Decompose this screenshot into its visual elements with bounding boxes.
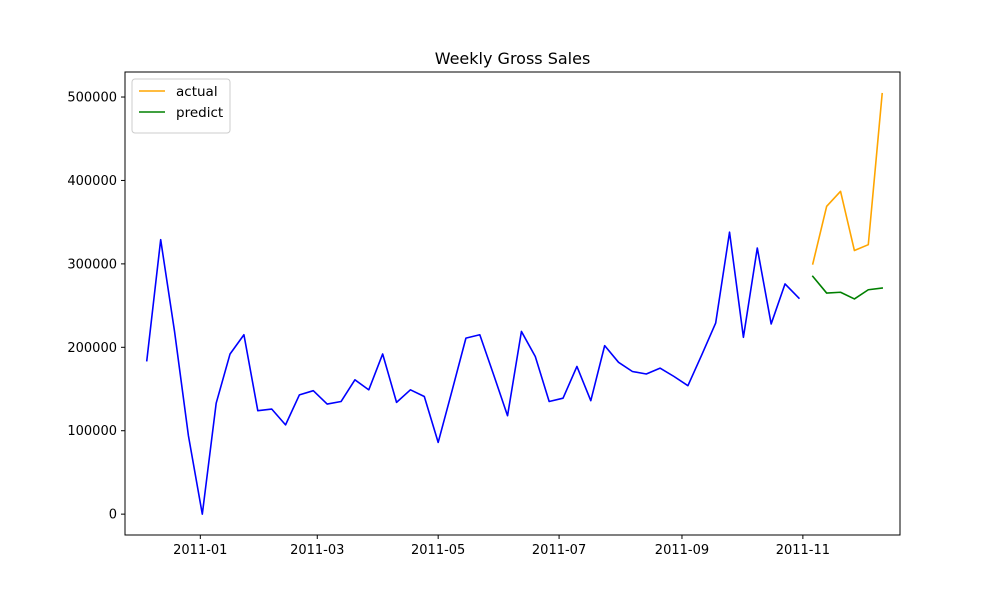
y-tick-label: 100000 bbox=[67, 424, 117, 439]
data-point bbox=[242, 333, 246, 337]
y-tick-label: 300000 bbox=[67, 257, 117, 272]
data-point bbox=[200, 512, 204, 516]
data-point bbox=[589, 398, 593, 402]
series-line-series-1 bbox=[145, 231, 801, 515]
legend-box bbox=[131, 78, 231, 134]
series-predict bbox=[811, 274, 884, 301]
legend-label: actual bbox=[176, 84, 218, 100]
data-point bbox=[713, 321, 717, 325]
data-point bbox=[838, 290, 842, 294]
data-point bbox=[824, 291, 828, 295]
series-layer bbox=[145, 91, 884, 516]
data-point bbox=[880, 286, 884, 290]
data-point bbox=[256, 409, 260, 413]
data-point bbox=[575, 364, 579, 368]
series-actual bbox=[811, 91, 884, 266]
x-tick-label: 2011-03 bbox=[290, 543, 344, 558]
data-point bbox=[547, 399, 551, 403]
legend-label: predict bbox=[176, 105, 223, 121]
data-point bbox=[602, 343, 606, 347]
data-point bbox=[353, 378, 357, 382]
data-point bbox=[491, 373, 495, 377]
data-point bbox=[158, 237, 162, 241]
legend: actual predict bbox=[131, 78, 231, 134]
data-point bbox=[838, 189, 842, 193]
y-tick-label: 400000 bbox=[67, 174, 117, 189]
data-point bbox=[727, 230, 731, 234]
data-point bbox=[325, 402, 329, 406]
x-tick-label: 2011-11 bbox=[776, 543, 830, 558]
data-point bbox=[464, 336, 468, 340]
data-point bbox=[380, 352, 384, 356]
data-point bbox=[172, 329, 176, 333]
data-point bbox=[616, 360, 620, 364]
y-tick-label: 0 bbox=[109, 508, 117, 523]
data-point bbox=[283, 423, 287, 427]
data-point bbox=[519, 329, 523, 333]
data-point bbox=[852, 297, 856, 301]
plot-frame bbox=[124, 71, 901, 536]
x-tick-label: 2011-01 bbox=[173, 543, 227, 558]
data-point bbox=[339, 399, 343, 403]
data-point bbox=[644, 372, 648, 376]
y-axis: 0 100000 200000 300000 400000 500000 bbox=[67, 91, 125, 523]
data-point bbox=[505, 414, 509, 418]
data-point bbox=[297, 393, 301, 397]
data-point bbox=[797, 296, 801, 300]
data-point bbox=[422, 394, 426, 398]
data-point bbox=[811, 262, 815, 266]
legend-item-predict: predict bbox=[139, 105, 223, 121]
data-point bbox=[269, 407, 273, 411]
data-point bbox=[561, 396, 565, 400]
x-axis: 2011-01 2011-03 2011-05 2011-07 2011-09 2011-… bbox=[173, 535, 830, 558]
data-point bbox=[311, 388, 315, 392]
legend-item-actual: actual bbox=[139, 84, 218, 100]
y-tick-label: 500000 bbox=[67, 91, 117, 106]
data-point bbox=[824, 204, 828, 208]
data-point bbox=[741, 335, 745, 339]
data-point bbox=[367, 388, 371, 392]
data-point bbox=[769, 322, 773, 326]
data-point bbox=[880, 91, 884, 95]
data-point bbox=[852, 248, 856, 252]
data-point bbox=[658, 366, 662, 370]
data-point bbox=[783, 282, 787, 286]
data-point bbox=[866, 288, 870, 292]
data-point bbox=[186, 434, 190, 438]
data-point bbox=[214, 401, 218, 405]
data-point bbox=[145, 358, 149, 362]
series-line-actual bbox=[811, 92, 884, 265]
data-point bbox=[228, 352, 232, 356]
data-point bbox=[755, 246, 759, 250]
data-point bbox=[394, 400, 398, 404]
data-point bbox=[700, 353, 704, 357]
x-tick-label: 2011-07 bbox=[532, 543, 586, 558]
data-point bbox=[630, 369, 634, 373]
data-point bbox=[450, 388, 454, 392]
data-point bbox=[533, 354, 537, 358]
data-point bbox=[478, 333, 482, 337]
data-point bbox=[436, 440, 440, 444]
series-series-1 bbox=[145, 230, 801, 516]
x-tick-label: 2011-05 bbox=[411, 543, 465, 558]
chart-title: Weekly Gross Sales bbox=[435, 49, 591, 68]
data-point bbox=[811, 274, 815, 278]
data-point bbox=[408, 388, 412, 392]
data-point bbox=[672, 374, 676, 378]
y-tick-label: 200000 bbox=[67, 341, 117, 356]
data-point bbox=[686, 383, 690, 387]
series-line-predict bbox=[811, 275, 884, 300]
x-tick-label: 2011-09 bbox=[655, 543, 709, 558]
data-point bbox=[866, 242, 870, 246]
